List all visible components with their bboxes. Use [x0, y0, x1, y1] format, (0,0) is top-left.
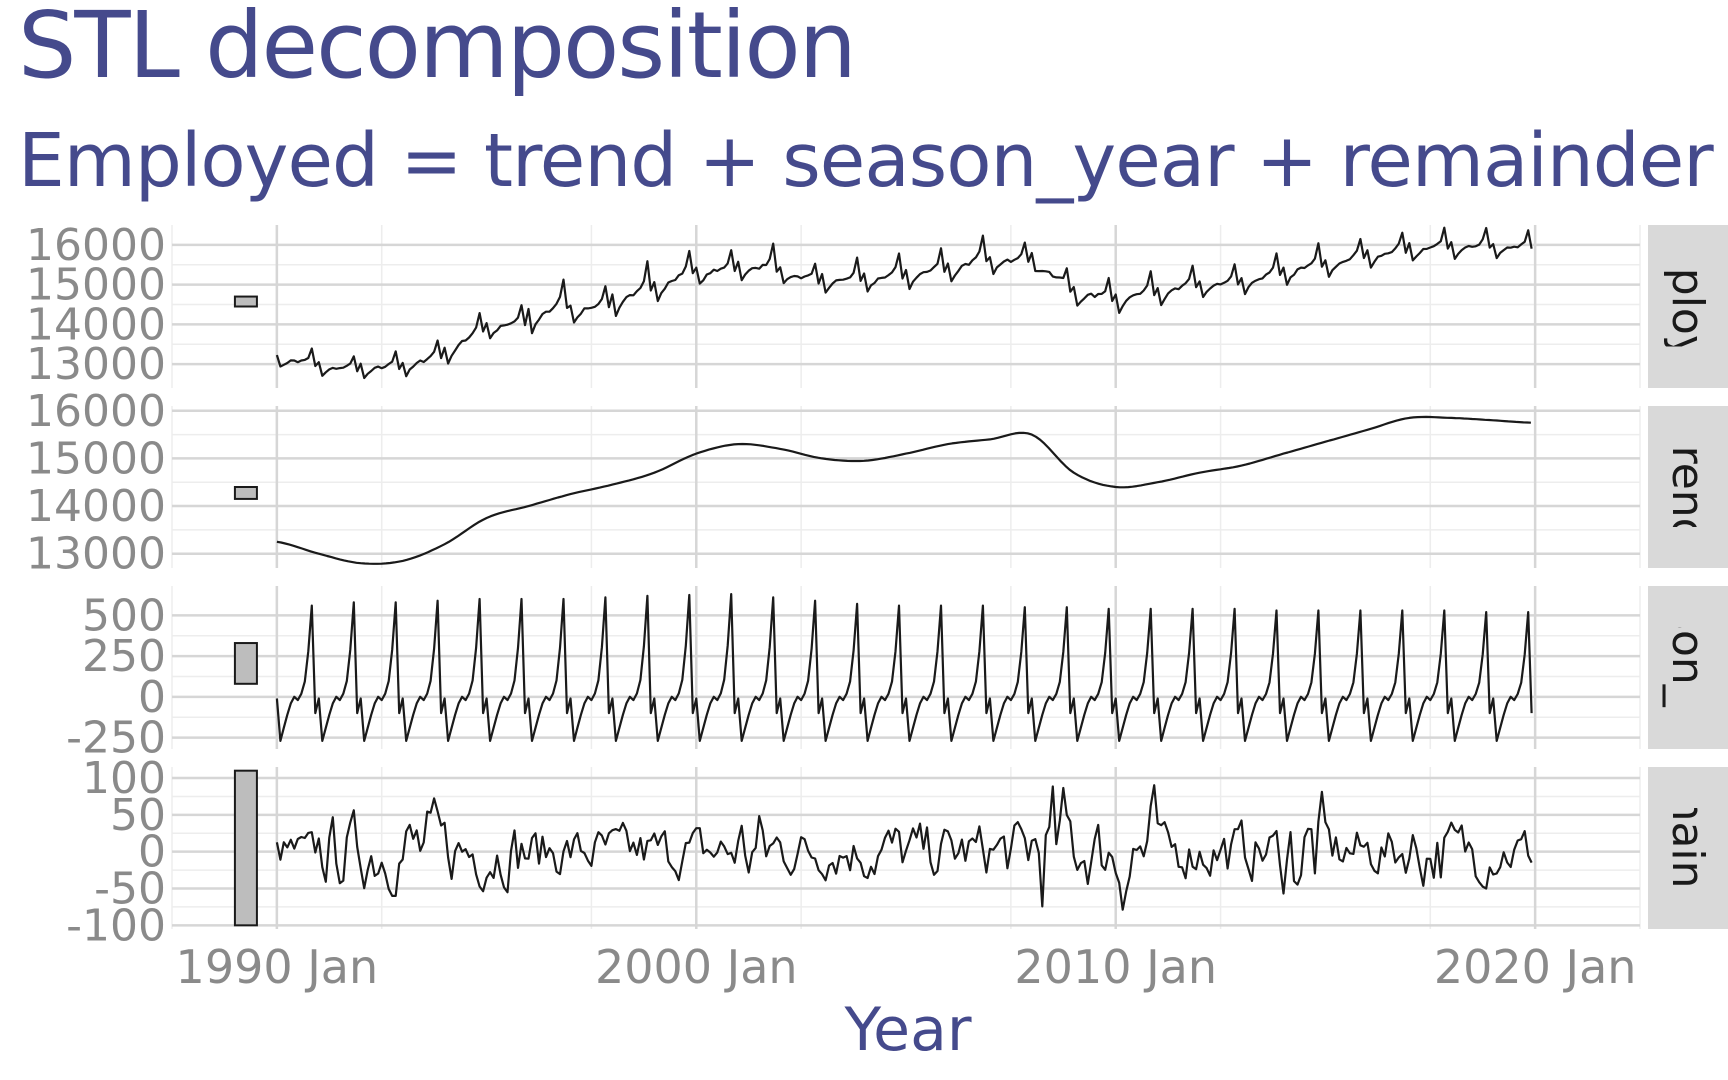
- y-tick-label: 15000: [26, 260, 166, 311]
- x-tick-label: 2000 Jan: [595, 940, 798, 994]
- y-tick-label: 0: [138, 827, 166, 878]
- y-tick-label: 14000: [26, 481, 166, 532]
- facet-strip: [1648, 586, 1728, 749]
- scale-bar: [233, 769, 258, 927]
- facet-strip: [1648, 406, 1728, 568]
- series-line-trend: [276, 415, 1531, 565]
- facet-strip-label: trend: [1662, 428, 1713, 545]
- facet-strip-label: remainder: [1662, 734, 1713, 962]
- chart-subtitle: Employed = trend + season_year + remaind…: [18, 118, 1714, 204]
- chart-title: STL decomposition: [18, 0, 857, 99]
- facet-strip-label: season_year: [1662, 530, 1713, 806]
- y-tick-label: -100: [66, 900, 166, 951]
- y-tick-label: -250: [66, 713, 166, 764]
- y-tick-label: 14000: [26, 299, 166, 350]
- facet-strip-label: Employed: [1662, 197, 1713, 416]
- series-line-Employed: [275, 226, 1533, 380]
- x-axis: 1990 Jan 2000 Jan 2010 Jan 2020 Jan: [176, 940, 1637, 994]
- y-tick-label: 100: [82, 753, 166, 804]
- y-tick-label: 15000: [26, 433, 166, 484]
- y-tick-label: 13000: [26, 339, 166, 390]
- scale-bar: [233, 642, 258, 685]
- scale-bar: [233, 486, 258, 500]
- scale-bar: [233, 295, 258, 308]
- facet-strip: [1648, 225, 1728, 388]
- y-tick-label: 250: [82, 631, 166, 682]
- series-line-remainder: [275, 784, 1533, 911]
- y-tick-label: 13000: [26, 529, 166, 580]
- y-tick-label: -50: [94, 864, 166, 915]
- y-tick-label: 0: [138, 672, 166, 723]
- x-tick-label: 2010 Jan: [1014, 940, 1217, 994]
- y-tick-label: 16000: [26, 386, 166, 437]
- y-tick-label: 16000: [26, 220, 166, 271]
- x-tick-label: 1990 Jan: [176, 940, 379, 994]
- x-tick-label: 2020 Jan: [1434, 940, 1637, 994]
- y-tick-label: 500: [82, 590, 166, 641]
- facet-strip: [1648, 767, 1728, 929]
- x-axis-label: Year: [843, 995, 971, 1065]
- series-line-season_year: [275, 593, 1533, 742]
- y-tick-label: 50: [110, 790, 166, 841]
